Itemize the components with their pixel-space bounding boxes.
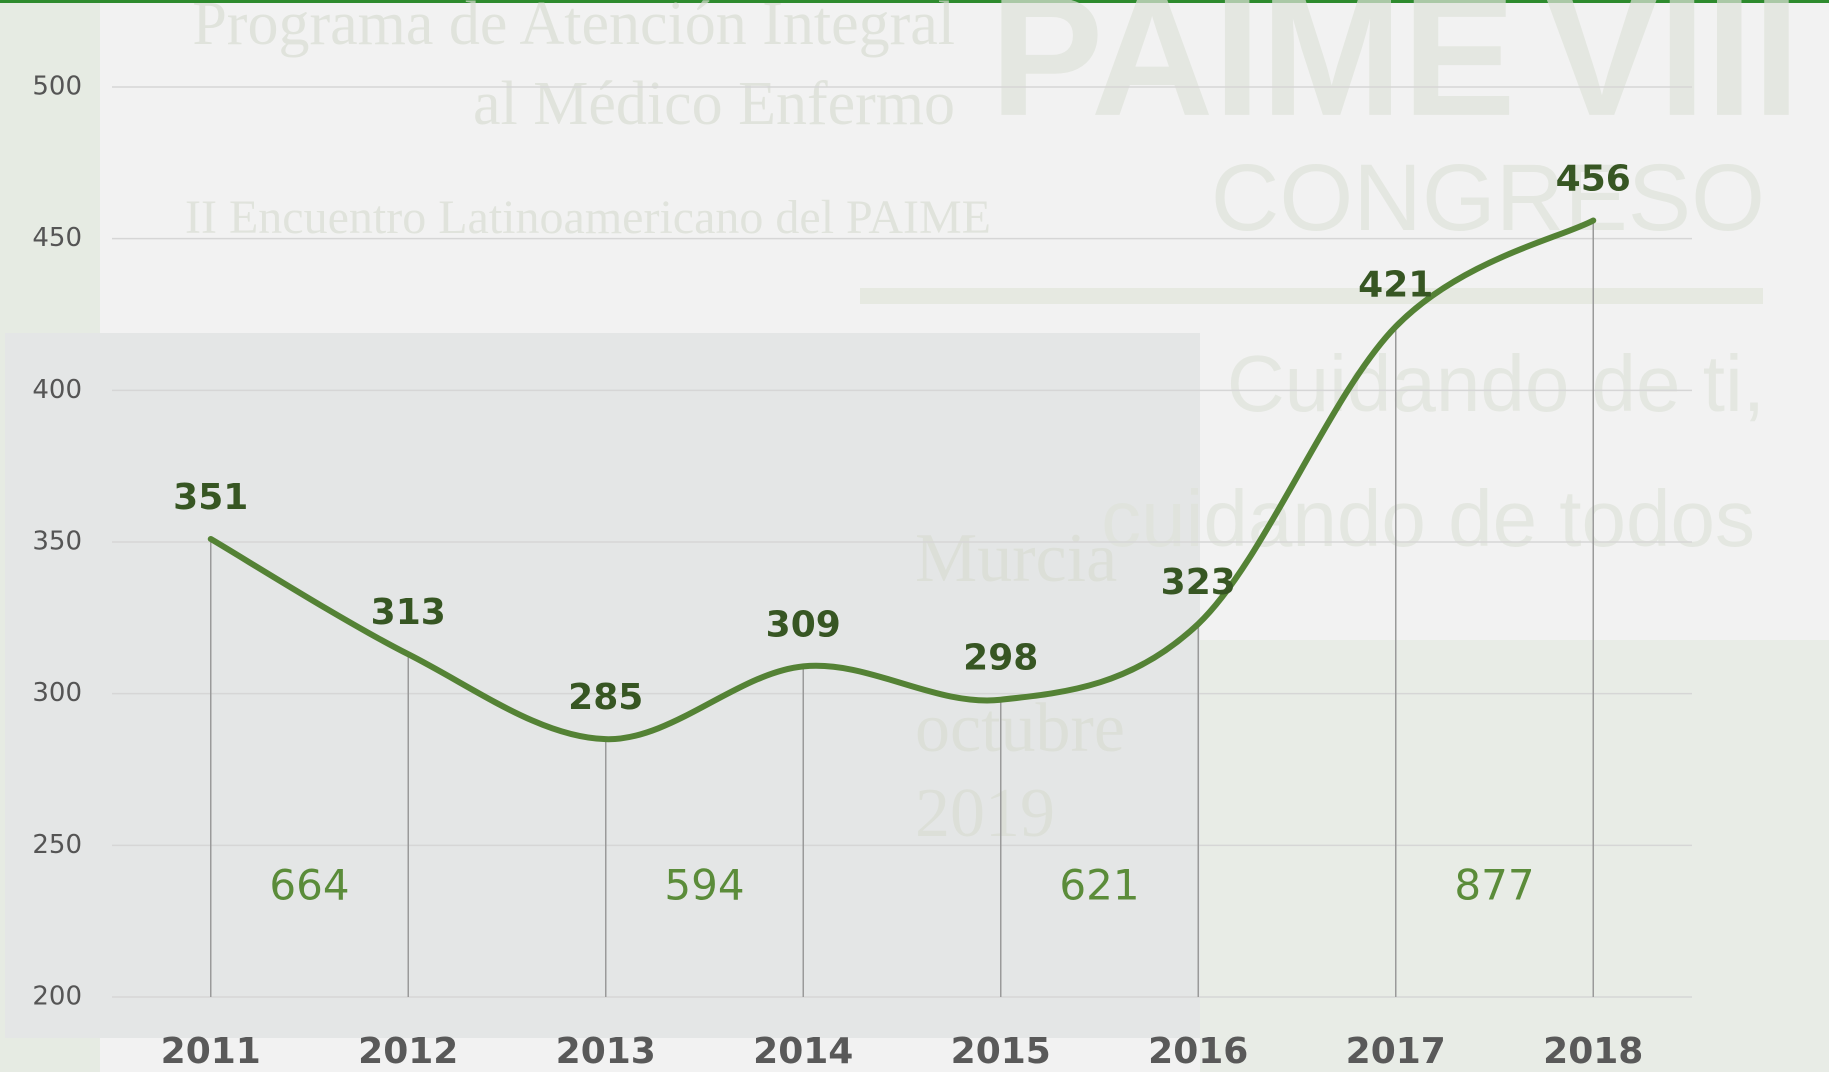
bg-text: VIII — [1545, 0, 1800, 152]
value-label: 313 — [371, 592, 446, 633]
bg-text: cuidando de todos — [1101, 474, 1755, 563]
bg-bar — [860, 288, 1763, 304]
y-tick-label: 450 — [32, 223, 82, 253]
bg-text: Murcia — [915, 520, 1117, 597]
period-total: 621 — [1059, 861, 1139, 910]
x-tick-label: 2017 — [1346, 1031, 1446, 1072]
x-tick-label: 2016 — [1148, 1031, 1248, 1072]
y-tick-label: 300 — [32, 678, 82, 708]
photo-panel — [1200, 640, 1829, 1072]
y-tick-label: 400 — [32, 375, 82, 405]
value-label: 285 — [568, 677, 643, 718]
period-total: 594 — [664, 861, 744, 910]
bg-text: al Médico Enfermo — [473, 70, 955, 138]
bg-text: II Encuentro Latinoamericano del PAIME — [185, 191, 991, 244]
x-tick-label: 2011 — [161, 1031, 261, 1072]
period-total: 664 — [269, 861, 349, 910]
y-tick-label: 350 — [32, 527, 82, 557]
bg-text: 2019 — [915, 775, 1055, 852]
x-tick-label: 2012 — [358, 1031, 458, 1072]
period-total: 877 — [1454, 861, 1534, 910]
bg-text: Cuidando de ti, — [1227, 339, 1765, 428]
bg-text: octubre — [915, 690, 1125, 767]
bg-text: Programa de Atención Integral — [192, 0, 955, 58]
bg-text: PAIME — [990, 0, 1516, 152]
bg-text: CONGRESO — [1211, 145, 1765, 251]
y-tick-label: 500 — [32, 72, 82, 102]
y-tick-label: 200 — [32, 982, 82, 1012]
value-label: 309 — [766, 604, 841, 645]
x-tick-label: 2018 — [1543, 1031, 1643, 1072]
value-label: 323 — [1161, 562, 1236, 603]
value-label: 298 — [963, 638, 1038, 679]
x-tick-label: 2013 — [556, 1031, 656, 1072]
value-label: 351 — [173, 477, 248, 518]
x-tick-label: 2014 — [753, 1031, 853, 1072]
value-label: 456 — [1556, 158, 1631, 199]
y-tick-label: 250 — [32, 830, 82, 860]
x-tick-label: 2015 — [951, 1031, 1051, 1072]
chart: Programa de Atención Integral al Médico … — [0, 0, 1829, 1072]
value-label: 421 — [1358, 265, 1433, 306]
